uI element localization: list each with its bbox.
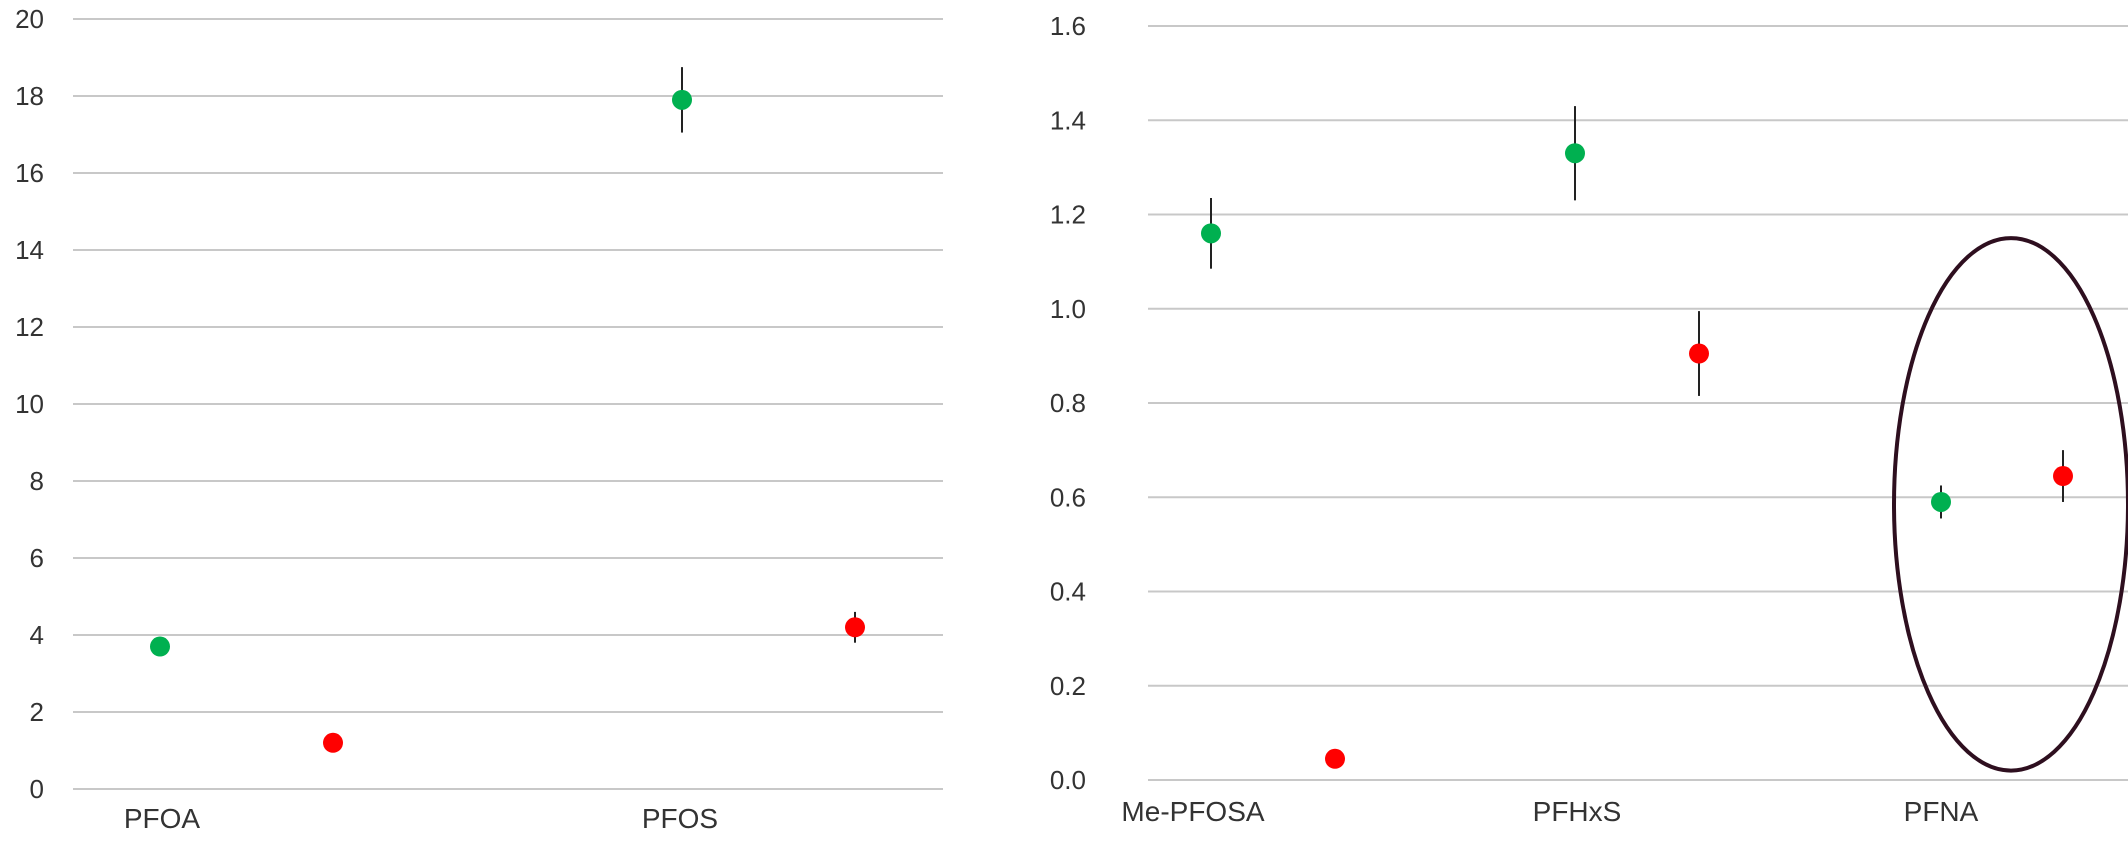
y-tick-label: 1.6 bbox=[1050, 11, 1086, 41]
data-point bbox=[1931, 491, 1951, 512]
data-point bbox=[1689, 343, 1709, 364]
category-label: PFOS bbox=[642, 803, 718, 834]
chart-panel-1: 0 2 4 6 8 10 12 14 16 18 20 PFOA PFOS bbox=[15, 4, 943, 834]
y-tick-label: 14 bbox=[15, 235, 44, 265]
highlight-ellipse bbox=[1892, 236, 2128, 773]
data-point bbox=[2053, 466, 2073, 487]
data-point bbox=[150, 636, 170, 657]
y-tick-label: 0.8 bbox=[1050, 388, 1086, 418]
y-tick-label: 0.4 bbox=[1050, 577, 1086, 607]
y-tick-label: 16 bbox=[15, 158, 44, 188]
data-point bbox=[1201, 223, 1221, 244]
y-tick-label: 4 bbox=[30, 620, 44, 650]
data-point bbox=[1565, 143, 1585, 164]
category-label: PFNA bbox=[1904, 796, 1979, 827]
y-tick-label: 1.4 bbox=[1050, 105, 1086, 135]
y-tick-label: 20 bbox=[15, 4, 44, 34]
y-tick-label: 0.6 bbox=[1050, 482, 1086, 512]
y-tick-label: 1.2 bbox=[1050, 200, 1086, 230]
category-label: PFHxS bbox=[1533, 796, 1622, 827]
y-tick-label: 18 bbox=[15, 81, 44, 111]
y-tick-label: 1.0 bbox=[1050, 294, 1086, 324]
y-tick-label: 0.2 bbox=[1050, 671, 1086, 701]
data-point bbox=[672, 89, 692, 110]
y-tick-label: 12 bbox=[15, 312, 44, 342]
y-tick-label: 6 bbox=[30, 543, 44, 573]
category-label: PFOA bbox=[124, 803, 201, 834]
chart-panel-2: 0.0 0.2 0.4 0.6 0.8 1.0 1.2 1.4 1.6 Me-PFOSA PFHxS… bbox=[1050, 11, 2128, 827]
y-tick-label: 0 bbox=[30, 774, 44, 804]
y-tick-label: 0.0 bbox=[1050, 765, 1086, 795]
y-tick-label: 10 bbox=[15, 389, 44, 419]
data-point bbox=[323, 732, 343, 753]
data-point bbox=[845, 617, 865, 638]
y-tick-label: 2 bbox=[30, 697, 44, 727]
data-point bbox=[1325, 748, 1345, 769]
category-label: Me-PFOSA bbox=[1121, 796, 1264, 827]
y-tick-label: 8 bbox=[30, 466, 44, 496]
